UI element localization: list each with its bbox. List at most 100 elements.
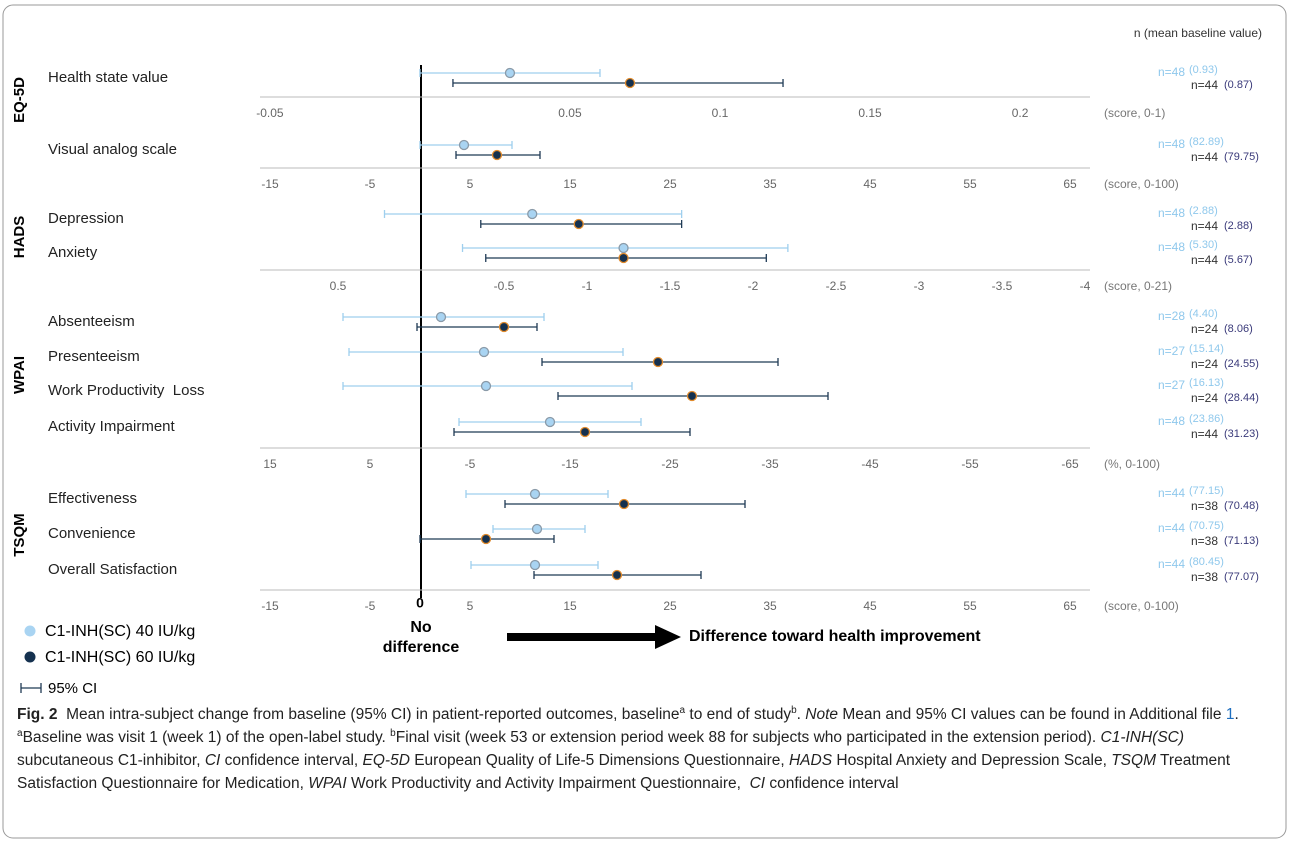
- baseline-label: (77.07): [1224, 571, 1259, 583]
- x-tick-label: 25: [663, 177, 677, 191]
- caption-text: Final visit (week 53 or extension period…: [395, 729, 1101, 746]
- n-label: n=44: [1191, 78, 1218, 92]
- legend-label: C1-INH(SC) 40 IU/kg: [45, 623, 195, 640]
- mean-marker: [652, 356, 664, 368]
- n-label: n=44: [1191, 150, 1218, 164]
- n-label: n=48: [1158, 137, 1185, 151]
- baseline-label: (4.40): [1189, 308, 1218, 320]
- x-tick-label: 0.15: [858, 106, 882, 120]
- baseline-label: (8.06): [1224, 323, 1253, 335]
- n-header: n (mean baseline value): [1134, 26, 1262, 40]
- caption-text: CI: [749, 775, 766, 792]
- x-tick-label: -55: [961, 457, 979, 471]
- x-tick-label: 15: [563, 177, 577, 191]
- baseline-label: (77.15): [1189, 485, 1224, 497]
- baseline-label: (24.55): [1224, 358, 1259, 370]
- caption-text: Note: [805, 706, 839, 723]
- caption-text: b: [791, 704, 797, 716]
- caption-text: Mean and 95% CI values can be found in A…: [838, 706, 1226, 723]
- caption-text: C1-INH(SC): [1100, 729, 1185, 746]
- x-tick-label: -15: [261, 599, 279, 613]
- caption-text: to end of study: [685, 706, 792, 723]
- x-tick-label: -1.5: [660, 279, 681, 293]
- caption-text: .: [1234, 706, 1244, 723]
- n-label: n=48: [1158, 206, 1185, 220]
- baseline-label: (71.13): [1224, 535, 1259, 547]
- x-tick-label: -4: [1080, 279, 1091, 293]
- caption-text: European Quality of Life-5 Dimensions Qu…: [409, 752, 789, 769]
- x-tick-label: 45: [863, 177, 877, 191]
- x-tick-label: 35: [763, 599, 777, 613]
- mean-marker: [579, 426, 591, 438]
- caption-text: TSQM: [1111, 752, 1156, 769]
- mean-marker: [611, 569, 623, 581]
- caption-text: WPAI: [308, 775, 347, 792]
- frame: [2, 4, 1287, 839]
- caption-text: Mean intra-subject change from baseline …: [57, 706, 680, 723]
- caption-text: a: [17, 727, 23, 739]
- axis-unit: (score, 0-21): [1104, 279, 1172, 293]
- x-tick-label: 5: [467, 599, 474, 613]
- mean-marker: [618, 252, 629, 264]
- ci-legend-icon: [20, 683, 42, 693]
- n-label: n=44: [1158, 557, 1185, 571]
- x-tick-label: 0.5: [330, 279, 347, 293]
- mean-marker: [529, 488, 541, 500]
- x-tick-label: 45: [863, 599, 877, 613]
- x-tick-label: 0.2: [1012, 106, 1029, 120]
- row-label: Presenteeism: [48, 348, 140, 365]
- n-label: n=48: [1158, 240, 1185, 254]
- mean-marker: [498, 321, 510, 333]
- mean-marker: [480, 380, 492, 392]
- row-label: Depression: [48, 210, 124, 227]
- mean-marker: [618, 498, 630, 510]
- x-tick-label: 35: [763, 177, 777, 191]
- n-label: n=24: [1191, 391, 1218, 405]
- x-tick-label: -0.5: [494, 279, 515, 293]
- baseline-label: (2.88): [1224, 220, 1253, 232]
- axis-unit: (score, 0-1): [1104, 106, 1165, 120]
- axis-unit: (score, 0-100): [1104, 599, 1179, 613]
- mean-marker: [504, 67, 516, 79]
- caption-text: confidence interval: [765, 775, 899, 792]
- baseline-label: (80.45): [1189, 556, 1224, 568]
- caption-text: b: [390, 727, 396, 739]
- x-tick-label: -0.05: [256, 106, 284, 120]
- n-label: n=44: [1191, 427, 1218, 441]
- x-tick-label: -65: [1061, 457, 1079, 471]
- baseline-label: (0.87): [1224, 79, 1253, 91]
- baseline-label: (5.30): [1189, 239, 1218, 251]
- x-tick-label: -5: [365, 599, 376, 613]
- mean-marker: [624, 77, 636, 89]
- mean-marker: [531, 523, 543, 535]
- x-tick-label: 5: [367, 457, 374, 471]
- x-tick-label: 0: [416, 595, 424, 611]
- x-tick-label: 5: [467, 177, 474, 191]
- x-tick-label: -2: [748, 279, 759, 293]
- n-label: n=48: [1158, 65, 1185, 79]
- ci-legend-label: 95% CI: [48, 680, 97, 697]
- row-label: Health state value: [48, 69, 168, 86]
- x-tick-label: 15: [563, 599, 577, 613]
- caption-text: subcutaneous C1-inhibitor,: [17, 729, 1189, 769]
- baseline-label: (2.88): [1189, 205, 1218, 217]
- n-label: n=27: [1158, 378, 1185, 392]
- x-tick-label: 55: [963, 599, 977, 613]
- caption-text: 1: [1225, 706, 1235, 723]
- x-tick-label: -5: [365, 177, 376, 191]
- n-label: n=38: [1191, 534, 1218, 548]
- x-tick-label: -25: [661, 457, 679, 471]
- axis-unit: (score, 0-100): [1104, 177, 1179, 191]
- x-tick-label: -35: [761, 457, 779, 471]
- baseline-label: (15.14): [1189, 343, 1224, 355]
- baseline-label: (16.13): [1189, 377, 1224, 389]
- n-label: n=24: [1191, 357, 1218, 371]
- baseline-label: (79.75): [1224, 151, 1259, 163]
- legend-marker: [24, 625, 36, 637]
- row-label: Anxiety: [48, 244, 98, 261]
- n-label: n=48: [1158, 414, 1185, 428]
- mean-marker: [527, 208, 538, 220]
- baseline-label: (70.75): [1189, 520, 1224, 532]
- group-label: EQ-5D: [11, 77, 28, 123]
- legend-marker: [24, 651, 36, 663]
